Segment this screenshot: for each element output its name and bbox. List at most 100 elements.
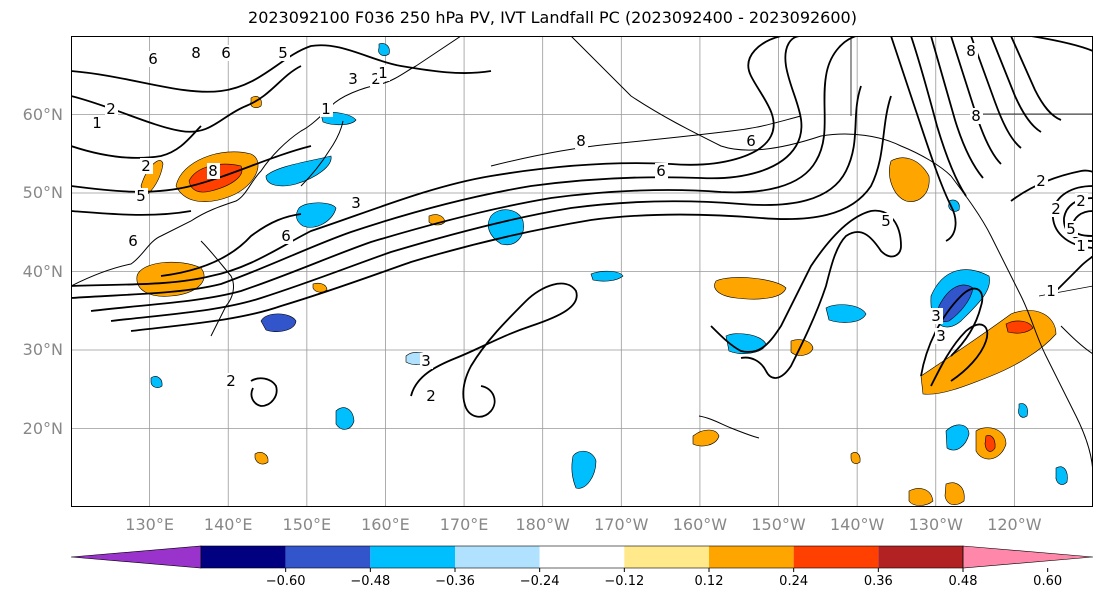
lon-tick-label: 170°E — [439, 515, 489, 534]
colorbar-tick-label: −0.36 — [435, 574, 475, 589]
contour-label-bg — [1045, 283, 1058, 299]
contour-label-bg — [277, 45, 290, 61]
anomaly-light-blue — [825, 304, 867, 323]
colorbar-segment — [624, 546, 709, 568]
contour-label: 1 — [1046, 282, 1056, 300]
coastline-aleutians — [490, 115, 802, 167]
contour-label-bg — [425, 388, 438, 404]
lon-tick-label: 140°E — [203, 515, 253, 534]
contour-label: 2 — [1076, 192, 1086, 210]
colorbar-tick-label: 0.24 — [779, 574, 809, 589]
coastline-mexico — [1060, 325, 1093, 355]
contour-label-bg — [147, 51, 160, 67]
contour-label: 5 — [278, 44, 288, 62]
contour-label: 8 — [966, 42, 976, 60]
chart-title: 2023092100 F036 250 hPa PV, IVT Landfall… — [248, 8, 857, 27]
coastline-kamchatka — [300, 120, 344, 187]
contour-label: 2 — [371, 70, 381, 88]
lat-tick-label: 20°N — [22, 418, 63, 438]
contour-label: 6 — [281, 227, 291, 245]
pv-contour — [910, 36, 967, 197]
anomaly-light-blue — [335, 407, 355, 430]
contour-label-bg — [880, 213, 893, 229]
contour-label-bg — [1050, 201, 1063, 217]
contour-label-bg — [220, 45, 233, 61]
contour-label: 6 — [128, 232, 138, 250]
colorbar-segment — [370, 546, 455, 568]
anomaly-light-blue — [1055, 466, 1068, 485]
contour-label-bg — [377, 65, 390, 81]
contour-label: 2 — [106, 100, 116, 118]
anomaly-orange — [889, 157, 930, 202]
contour-label-bg — [140, 158, 153, 174]
pv-contour — [710, 209, 902, 379]
contour-label: 2 — [1036, 172, 1046, 190]
anomaly-light-blue — [265, 155, 332, 187]
contour-label: 2 — [426, 387, 436, 405]
pv-contour — [1050, 255, 1093, 297]
contour-label-bg — [350, 195, 363, 211]
pv-contour — [71, 210, 192, 216]
contour-label: 6 — [221, 44, 231, 62]
colorbar-segment — [878, 546, 963, 568]
lon-tick-label: 130°E — [125, 515, 174, 534]
contour-label: 8 — [191, 44, 201, 62]
contour-label: 3 — [931, 307, 941, 325]
contour-label: 8 — [208, 162, 218, 180]
colorbar-tick-label: 0.36 — [863, 574, 893, 589]
contour-label: 8 — [971, 107, 981, 125]
lon-tick-label: 160°W — [672, 515, 728, 534]
anomaly-light-blue — [378, 43, 390, 56]
lat-tick-label: 60°N — [22, 104, 63, 124]
pv-contour — [71, 125, 202, 159]
anomaly-orange — [312, 282, 328, 293]
lon-tick-label: 140°W — [829, 515, 885, 534]
contour-label-bg — [970, 108, 983, 124]
anomaly-light-blue — [296, 202, 337, 228]
lon-tick-label: 180°W — [515, 515, 570, 534]
contour-label-bg — [135, 188, 148, 204]
pv-contour — [90, 36, 857, 312]
lat-tick-label: 40°N — [22, 261, 63, 281]
contour-label-bg — [127, 233, 140, 249]
colorbar-tick-label: −0.24 — [519, 574, 560, 589]
colorbar-tick-label: 0.12 — [694, 574, 724, 589]
lon-tick-label: 130°W — [908, 515, 963, 534]
contour-label: 5 — [136, 187, 146, 205]
anomaly-orange — [850, 452, 861, 464]
colorbar-tick-label: 0.48 — [948, 574, 978, 589]
map-frame — [71, 36, 1093, 507]
pv-contour — [1010, 169, 1093, 202]
pv-contour — [1010, 36, 1062, 121]
colorbar-segment — [201, 546, 286, 568]
anomaly-red — [984, 435, 996, 452]
coastline-na-west — [950, 175, 1093, 477]
pv-contour — [110, 85, 862, 322]
contour-label-bg — [575, 133, 588, 149]
contour-label: 2 — [226, 372, 236, 390]
anomaly-light-blue — [1018, 403, 1028, 418]
lat-tick-label: 50°N — [22, 183, 63, 202]
anomaly-light-blue — [571, 450, 597, 489]
contour-label: 3 — [348, 70, 358, 88]
colorbar-tick-label: −0.12 — [604, 574, 645, 589]
contour-label: 5 — [1066, 220, 1076, 238]
contour-label: 2 — [1051, 200, 1061, 218]
contour-label-bg — [105, 101, 118, 117]
pv-contour — [1030, 36, 1093, 52]
contour-label-bg — [91, 115, 104, 131]
pv-contour — [160, 213, 302, 277]
contour-label: 1 — [92, 114, 102, 132]
colorbar-segments — [70, 545, 1094, 572]
contour-label-bg — [745, 133, 758, 149]
colorbar-tick-label: 0.60 — [1033, 574, 1063, 589]
pv-contour — [890, 36, 957, 242]
anomaly-orange — [790, 339, 814, 356]
anomaly-light-blue — [150, 376, 163, 388]
lon-tick-label: 150°W — [751, 515, 806, 534]
contour-label: 3 — [421, 352, 431, 370]
contour-label-bg — [1075, 238, 1088, 254]
anomaly-orange — [908, 488, 934, 506]
contour-label-bg — [207, 163, 220, 179]
pv-contour — [250, 377, 278, 407]
